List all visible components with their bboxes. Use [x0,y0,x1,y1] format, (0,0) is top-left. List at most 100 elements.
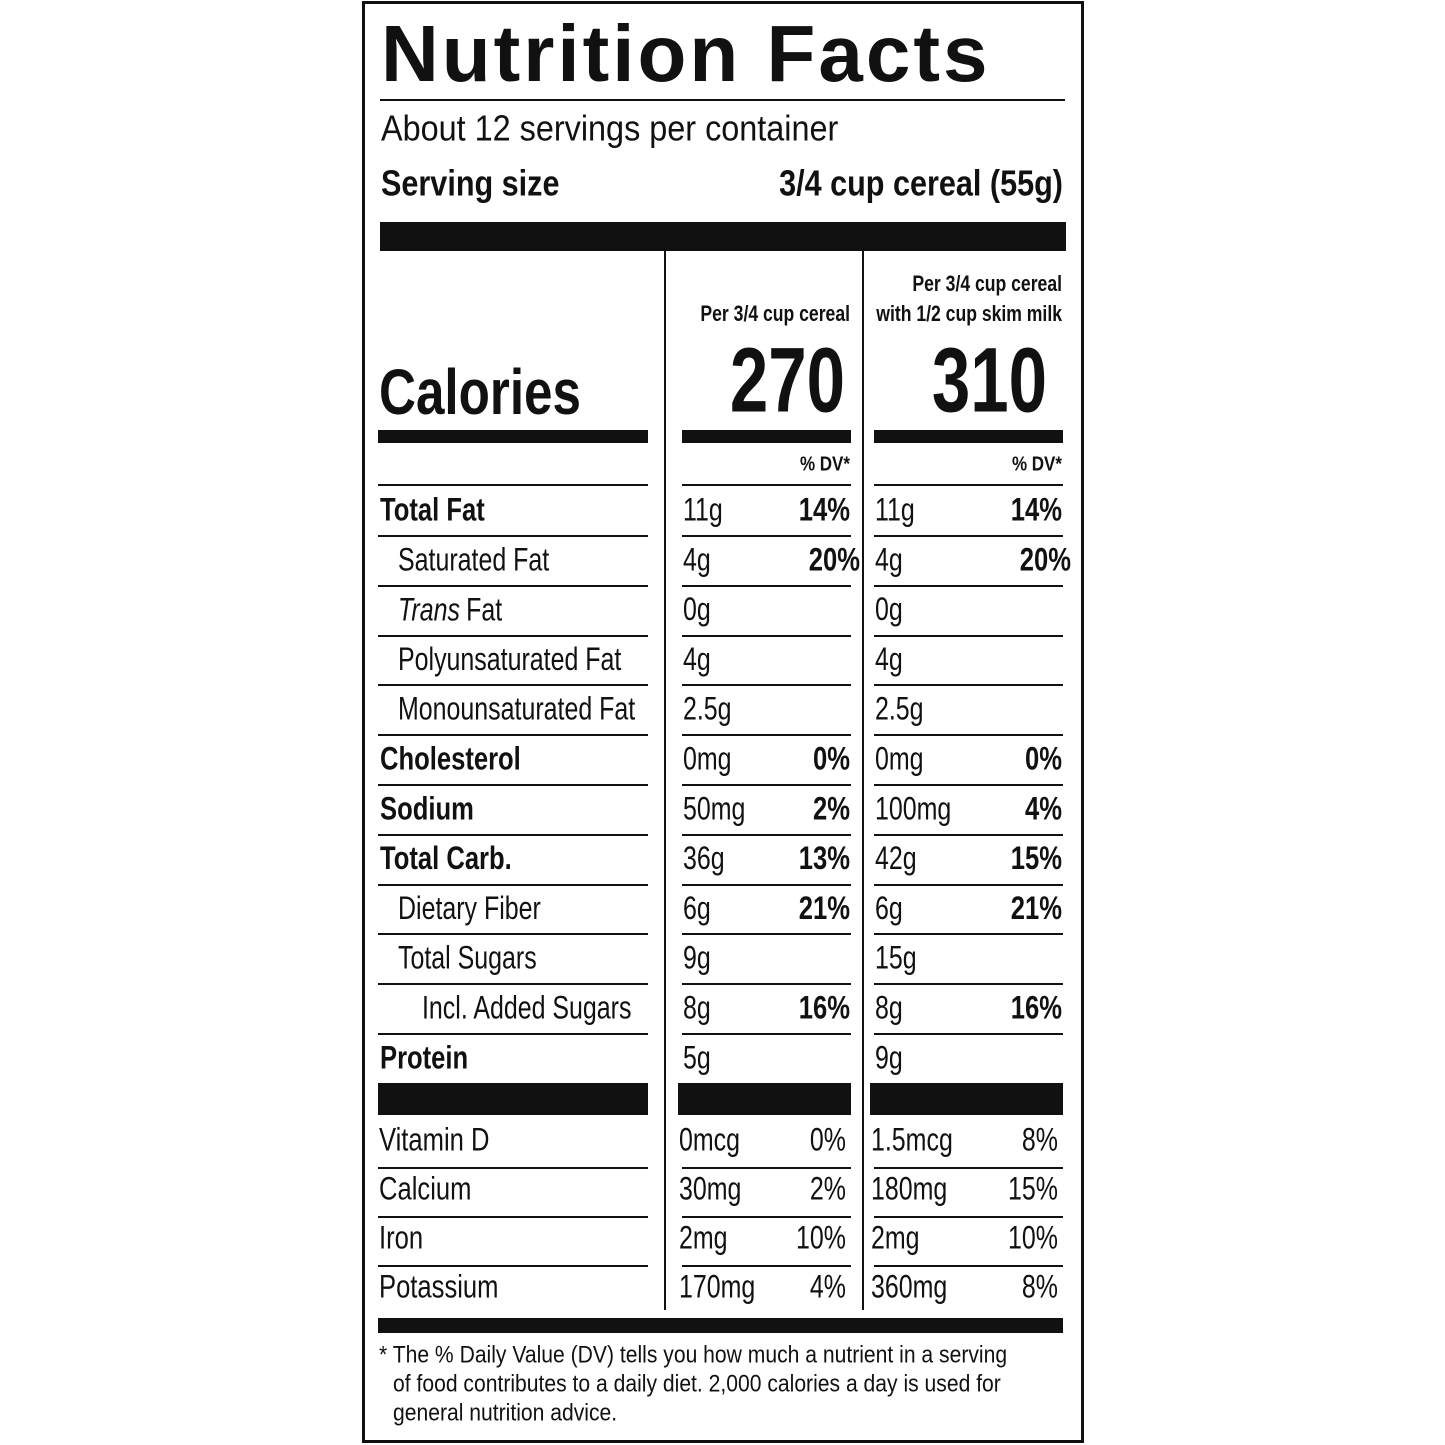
nutrient-amount: 9g [683,941,711,977]
nutrient-amount: 4g [683,642,711,678]
nutrient-name: Incl. Added Sugars [422,991,631,1027]
row-rule [874,734,1063,736]
nutrient-dv: 16% [1011,991,1062,1026]
nutrient-amount: 50mg [683,791,745,827]
vitamin-amount: 1.5mcg [871,1123,953,1159]
vitamin-dv: 0% [810,1123,846,1159]
row-rule [874,535,1063,537]
nutrient-dv: 16% [799,991,850,1026]
nutrient-amount: 15g [875,941,917,977]
calories-bar [874,430,1063,443]
nutrient-amount: 4g [875,642,903,678]
row-rule [378,1167,648,1169]
nutrient-name: Dietary Fiber [398,891,541,927]
vitamin-amount: 180mg [871,1172,947,1208]
thick-bar [380,222,1066,251]
nutrient-name: Total Carb. [380,841,512,876]
nutrient-amount: 42g [875,841,917,877]
row-rule [378,784,648,786]
vitamin-bar [678,1083,851,1115]
row-rule [682,684,851,686]
column-header: Per 3/4 cup cereal [700,302,850,326]
calories-value: 270 [730,329,845,432]
nutrient-name: Monounsaturated Fat [398,692,635,728]
nutrient-amount: 2.5g [875,692,924,728]
nutrient-name-italic: Trans [398,592,460,628]
nutrient-dv: 21% [1011,891,1062,926]
nutrient-amount: 8g [875,991,903,1027]
nutrient-amount: 0g [683,592,711,628]
nutrient-name: Cholesterol [380,742,521,777]
vitamin-amount: 2mg [679,1221,728,1257]
row-rule [682,884,851,886]
nutrient-name-text: Fat [466,592,502,628]
nutrient-name: Protein [380,1041,468,1076]
vitamin-name: Iron [379,1221,423,1256]
nutrient-dv: 14% [799,493,850,528]
nutrient-dv: 0% [1025,742,1062,777]
row-rule [378,1265,648,1267]
nutrient-dv: 21% [799,891,850,926]
vitamin-dv: 2% [810,1172,846,1208]
nutrient-amount: 8g [683,991,711,1027]
title: Nutrition Facts [381,9,990,98]
nutrient-name: Trans Fat [398,592,502,628]
column-header: with 1/2 cup skim milk [875,302,1062,326]
nutrient-dv: 2% [813,792,850,827]
vitamin-amount: 0mcg [679,1123,740,1159]
nutrient-amount: 11g [875,493,915,529]
nutrient-dv: 4% [1025,792,1062,827]
nutrient-amount: 9g [875,1040,903,1076]
calories-bar [682,430,851,443]
vitamin-name: Potassium [379,1270,498,1305]
row-rule [682,933,851,935]
nutrient-amount: 4g [875,542,903,578]
bottom-bar [378,1318,1063,1333]
nutrient-dv: 13% [799,841,850,876]
row-rule [874,1265,1063,1267]
serving-size-label: Serving size [381,164,559,204]
nutrient-amount: 100mg [875,791,951,827]
row-rule [682,784,851,786]
nutrient-name: Polyunsaturated Fat [398,642,621,678]
nutrient-amount: 4g [683,542,711,578]
nutrient-dv: 20% [809,543,860,578]
row-rule [874,784,1063,786]
row-rule [378,1033,648,1035]
column-divider [862,251,864,1310]
vitamin-bar [378,1083,648,1115]
row-rule [682,1033,851,1035]
servings: About 12 servings per container [381,109,838,149]
row-rule [682,535,851,537]
label-border [362,1,1084,1443]
row-rule [378,585,648,587]
vitamin-dv: 4% [810,1270,846,1306]
nutrient-amount: 11g [683,493,723,529]
vitamin-amount: 360mg [871,1270,947,1306]
row-rule [874,1167,1063,1169]
title-rule [380,99,1065,101]
vitamin-dv: 10% [796,1221,846,1257]
row-rule [682,734,851,736]
row-rule [378,983,648,985]
vitamin-dv: 8% [1022,1123,1058,1159]
vitamin-bar [870,1083,1063,1115]
nutrient-name: Sodium [380,792,474,827]
vitamin-amount: 170mg [679,1270,755,1306]
vitamin-amount: 2mg [871,1221,920,1257]
vitamin-amount: 30mg [679,1172,741,1208]
nutrient-amount: 36g [683,841,725,877]
row-rule [874,1033,1063,1035]
row-rule [378,684,648,686]
nutrient-amount: 5g [683,1040,711,1076]
vitamin-dv: 8% [1022,1270,1058,1306]
dv-header: % DV* [800,452,851,475]
calories-bar [378,430,648,443]
row-rule [874,585,1063,587]
row-rule [378,884,648,886]
row-rule [682,484,851,486]
nutrient-dv: 14% [1011,493,1062,528]
nutrient-name: Total Sugars [398,941,537,977]
vitamin-name: Calcium [379,1172,471,1207]
row-rule [682,983,851,985]
